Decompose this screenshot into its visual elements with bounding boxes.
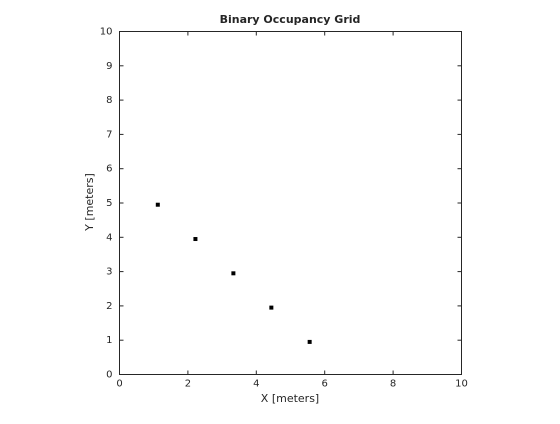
y-tick-label: 5	[106, 198, 112, 209]
y-tick-label: 8	[106, 95, 112, 106]
y-tick-label: 10	[100, 27, 113, 38]
y-tick-label: 7	[106, 129, 112, 140]
plot-frame	[119, 31, 462, 375]
y-tick-label: 6	[106, 164, 112, 175]
chart-title: Binary Occupancy Grid	[220, 13, 361, 26]
y-tick-label: 9	[106, 61, 112, 72]
y-tick-label: 2	[106, 301, 112, 312]
x-tick-label: 2	[185, 379, 191, 390]
y-axis-label: Y [meters]	[83, 173, 96, 232]
occupied-cell	[231, 271, 236, 276]
x-axis-label: X [meters]	[261, 392, 319, 405]
occupied-cell	[269, 305, 274, 310]
x-tick-label: 8	[390, 379, 396, 390]
x-tick-label: 0	[116, 379, 122, 390]
x-tick-label: 4	[253, 379, 259, 390]
x-tick-label: 6	[322, 379, 328, 390]
x-tick-label: 10	[455, 379, 468, 390]
y-tick-label: 0	[106, 370, 112, 381]
occupied-cell	[307, 339, 312, 344]
occupied-cell	[193, 237, 198, 242]
y-tick-label: 1	[106, 335, 112, 346]
occupied-cell	[155, 202, 160, 207]
y-tick-label: 4	[106, 232, 112, 243]
y-tick-label: 3	[106, 267, 112, 278]
